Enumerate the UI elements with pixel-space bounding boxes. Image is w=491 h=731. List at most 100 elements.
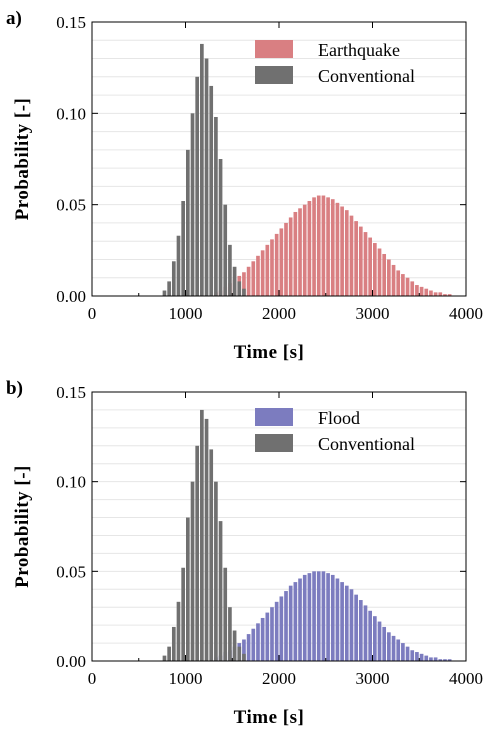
bar — [302, 574, 307, 661]
bar — [200, 409, 204, 661]
bar — [312, 197, 316, 296]
bar — [171, 261, 176, 296]
bar — [424, 288, 429, 296]
bar — [330, 199, 335, 296]
x-axis-label: Time [s] — [234, 342, 305, 363]
bar — [214, 481, 218, 661]
bar — [382, 253, 387, 296]
bar — [354, 594, 358, 661]
bar — [190, 481, 195, 661]
bar — [349, 589, 354, 661]
bar — [326, 197, 330, 296]
bar — [307, 201, 312, 296]
legend-label-conventional: Conventional — [318, 434, 415, 454]
y-tick-label: 0.15 — [56, 13, 86, 32]
bar — [204, 418, 209, 661]
bar — [288, 217, 293, 296]
series-conventional — [162, 409, 246, 661]
legend-swatch-conventional — [255, 434, 293, 452]
bar — [316, 571, 321, 661]
bar — [246, 266, 251, 296]
bar — [218, 521, 223, 661]
bar — [274, 233, 279, 296]
bar — [200, 43, 204, 296]
bar — [429, 657, 433, 661]
bar — [373, 243, 377, 296]
bar — [162, 290, 167, 296]
bar — [246, 634, 251, 661]
bar — [344, 210, 349, 296]
bar — [251, 628, 256, 661]
bar — [228, 244, 232, 296]
bar — [242, 653, 246, 661]
bar — [358, 600, 363, 661]
bar — [274, 601, 279, 661]
y-tick-label: 0.05 — [56, 562, 86, 581]
series-flood — [214, 571, 452, 661]
y-axis-label: Probability [-] — [12, 465, 33, 588]
bar — [242, 639, 246, 661]
bar — [349, 215, 354, 296]
bar — [293, 211, 298, 296]
bar — [293, 582, 298, 661]
bar — [242, 288, 246, 296]
bar — [190, 113, 195, 296]
bar — [377, 248, 382, 296]
chart-panel-a: 0 1000 2000 3000 4000 0.00 0.05 0.10 0.15 Time [s… — [6, 8, 483, 363]
bar — [363, 605, 368, 661]
x-tick-label: 4000 — [449, 669, 483, 688]
bar — [186, 149, 190, 296]
bar — [242, 272, 246, 296]
series-earthquake — [214, 195, 452, 296]
bar — [251, 261, 256, 296]
bar — [167, 281, 171, 296]
bar — [387, 259, 391, 296]
bar — [195, 445, 200, 661]
bar — [218, 159, 223, 296]
plot-frame — [91, 21, 467, 297]
legend-label-flood: Flood — [318, 408, 360, 428]
bar — [284, 222, 288, 296]
bar — [256, 255, 260, 296]
bar — [204, 58, 209, 296]
chart-panel-b: 0 1000 2000 3000 4000 0.00 0.05 0.10 0.15 Time [s… — [6, 378, 483, 728]
bar — [410, 281, 415, 296]
bar — [298, 208, 302, 296]
bar — [438, 292, 443, 296]
bar — [340, 206, 344, 296]
bar — [419, 653, 424, 661]
bar — [438, 659, 443, 661]
bar — [326, 573, 330, 661]
bar — [382, 626, 387, 661]
bar — [209, 449, 214, 661]
bar — [363, 232, 368, 296]
bar — [340, 582, 344, 661]
x-tick-label: 3000 — [356, 669, 390, 688]
bar — [447, 659, 452, 661]
legend-swatch-conventional — [255, 66, 293, 84]
bar — [447, 294, 452, 296]
bar — [195, 76, 200, 296]
bar — [260, 250, 265, 296]
legend-swatch-flood — [255, 408, 293, 426]
y-tick-label: 0.10 — [56, 104, 86, 123]
bar — [396, 639, 401, 661]
series-conventional — [162, 43, 246, 297]
bar — [373, 616, 377, 661]
bar — [321, 195, 326, 296]
bar — [387, 632, 391, 661]
bar — [284, 591, 288, 661]
bar — [176, 235, 181, 296]
panel-label: b) — [6, 378, 23, 399]
bar — [443, 294, 447, 296]
bar — [265, 612, 270, 661]
bar — [270, 239, 274, 296]
bar — [358, 226, 363, 296]
bar — [209, 85, 214, 297]
bar — [312, 571, 316, 661]
x-tick-label: 0 — [88, 304, 97, 323]
bar — [186, 517, 190, 661]
bar — [433, 292, 438, 296]
bar — [368, 610, 372, 661]
bar — [270, 607, 274, 661]
